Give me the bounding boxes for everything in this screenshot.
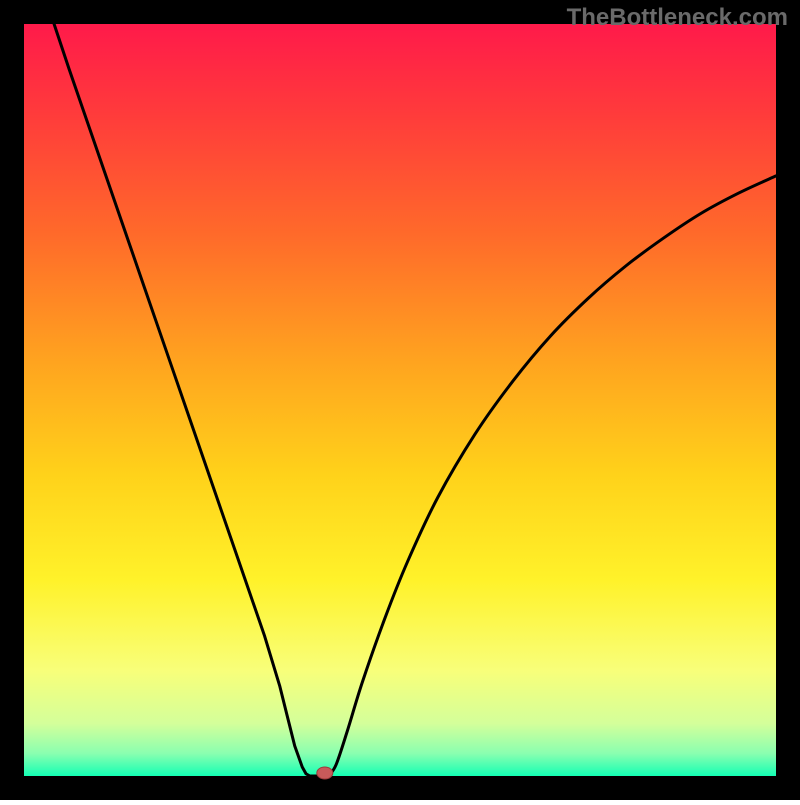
chart-background — [24, 24, 776, 776]
chart-svg — [0, 0, 800, 800]
watermark-text: TheBottleneck.com — [567, 4, 788, 32]
optimal-point-marker — [317, 767, 333, 779]
bottleneck-chart — [0, 0, 800, 800]
